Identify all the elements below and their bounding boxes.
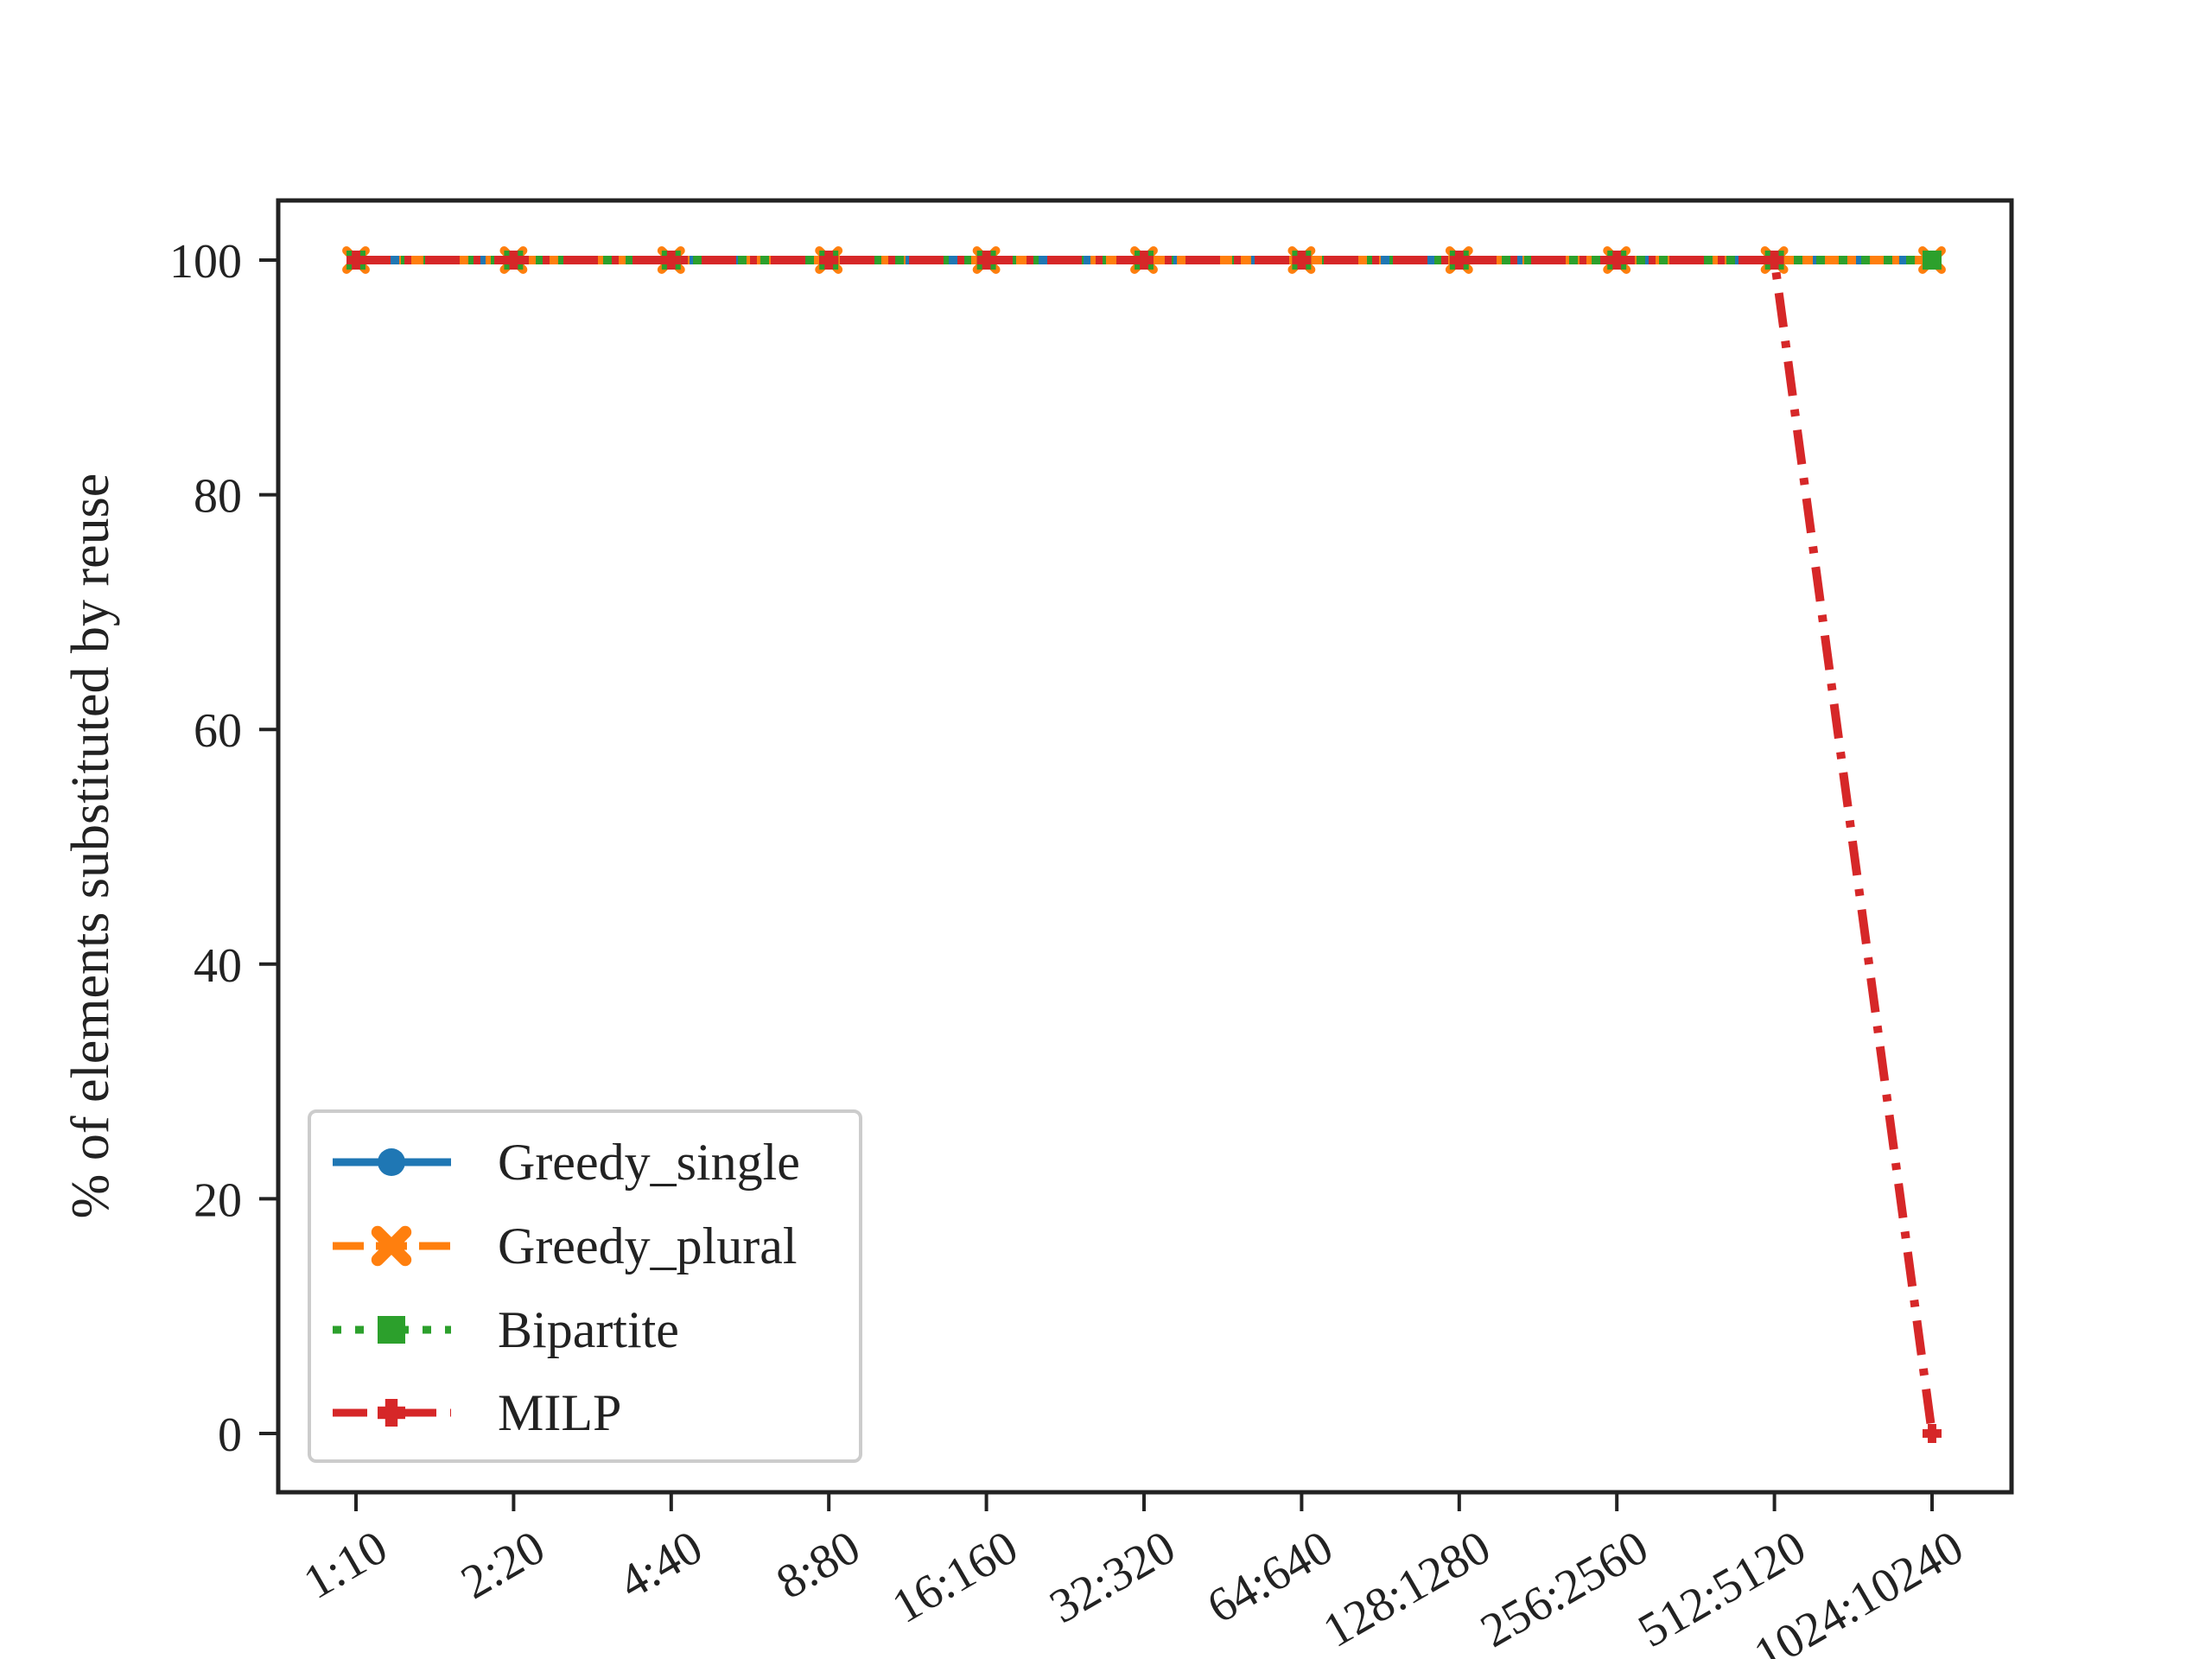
data-point-milp	[819, 251, 839, 270]
legend-item-greedy-plural: Greedy_plural	[333, 1217, 798, 1274]
legend-item-greedy-single: Greedy_single	[333, 1134, 800, 1191]
legend-label: MILP	[498, 1384, 621, 1441]
data-point-bipartite	[1923, 251, 1942, 270]
data-point-milp	[1607, 251, 1627, 270]
legend-marker	[371, 1225, 412, 1267]
legend-label: Bipartite	[498, 1301, 679, 1358]
data-point-milp	[1764, 251, 1784, 270]
y-tick-label: 20	[194, 1173, 242, 1227]
legend-frame	[308, 1109, 862, 1463]
legend-marker	[378, 1399, 405, 1427]
data-point-milp	[1292, 251, 1312, 270]
data-point-milp	[1135, 251, 1154, 270]
y-tick-label: 80	[194, 470, 242, 524]
data-point-milp	[1449, 251, 1469, 270]
legend-item-bipartite: Bipartite	[333, 1301, 679, 1358]
data-point-milp	[504, 251, 524, 270]
data-point-milp	[661, 251, 681, 270]
data-point-milp	[1923, 1424, 1942, 1443]
legend-marker	[378, 1148, 405, 1176]
y-axis-title: % of elements substituted by reuse	[61, 474, 120, 1219]
series-milp	[346, 251, 1942, 1443]
data-point-milp	[976, 251, 996, 270]
y-tick-label: 40	[194, 939, 242, 993]
y-tick-label: 60	[194, 704, 242, 758]
legend: Greedy_single Greedy_plural Bipartite MILP	[308, 1109, 862, 1463]
y-tick-label: 0	[218, 1408, 242, 1462]
y-tick-label: 100	[169, 235, 242, 289]
data-point-milp	[346, 251, 365, 270]
legend-label: Greedy_single	[498, 1134, 800, 1191]
series-layer	[342, 246, 1946, 1443]
legend-marker	[378, 1316, 405, 1344]
legend-item-milp: MILP	[333, 1384, 621, 1441]
legend-label: Greedy_plural	[498, 1217, 798, 1274]
